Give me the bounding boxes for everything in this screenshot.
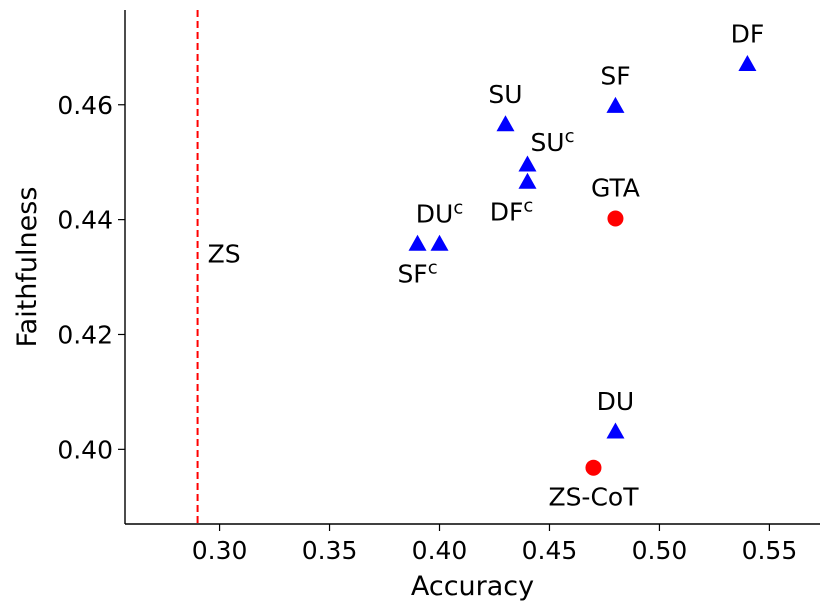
- x-tick-label: 0.35: [302, 536, 358, 565]
- data-points: [408, 54, 757, 476]
- y-axis-title: Faithfulness: [12, 187, 43, 348]
- y-tick-label: 0.44: [57, 206, 113, 235]
- y-tick-label: 0.42: [57, 320, 113, 349]
- x-ticks: 0.30 0.35 0.40 0.45 0.50 0.55: [192, 524, 798, 565]
- du-label: DU: [597, 387, 635, 416]
- zs-reference-label: ZS: [208, 240, 241, 269]
- axes: [124, 10, 820, 525]
- sf-label: SF: [600, 61, 630, 90]
- x-tick-label: 0.30: [192, 536, 248, 565]
- su-point: [496, 115, 515, 132]
- point-labels: DF SF SU SUc DFc DUc SFc DU GTA ZS-CoT: [397, 20, 764, 512]
- df-point: [738, 54, 757, 71]
- gta-point: [607, 210, 624, 227]
- du-c-label: DUc: [416, 197, 463, 228]
- x-tick-label: 0.45: [522, 536, 578, 565]
- su-label: SU: [488, 80, 522, 109]
- du-c-point: [430, 234, 449, 251]
- sf-c-point: [408, 234, 427, 251]
- df-label: DF: [731, 20, 765, 49]
- gta-label: GTA: [591, 173, 640, 202]
- x-tick-label: 0.55: [742, 536, 798, 565]
- df-c-point: [518, 172, 537, 189]
- y-tick-label: 0.46: [57, 91, 113, 120]
- zs-cot-label: ZS-CoT: [548, 483, 639, 512]
- su-c-point: [518, 155, 537, 172]
- sf-c-label: SFc: [397, 257, 437, 288]
- y-tick-label: 0.40: [57, 435, 113, 464]
- zs-cot-point: [585, 459, 602, 476]
- x-tick-label: 0.50: [632, 536, 688, 565]
- y-ticks: 0.40 0.42 0.44 0.46: [57, 91, 125, 464]
- x-tick-label: 0.40: [412, 536, 468, 565]
- sf-point: [606, 96, 625, 113]
- df-c-label: DFc: [490, 195, 534, 226]
- su-c-label: SUc: [530, 126, 574, 157]
- x-axis-title: Accuracy: [411, 571, 534, 602]
- reference-lines: ZS: [196, 10, 241, 524]
- du-point: [606, 422, 625, 439]
